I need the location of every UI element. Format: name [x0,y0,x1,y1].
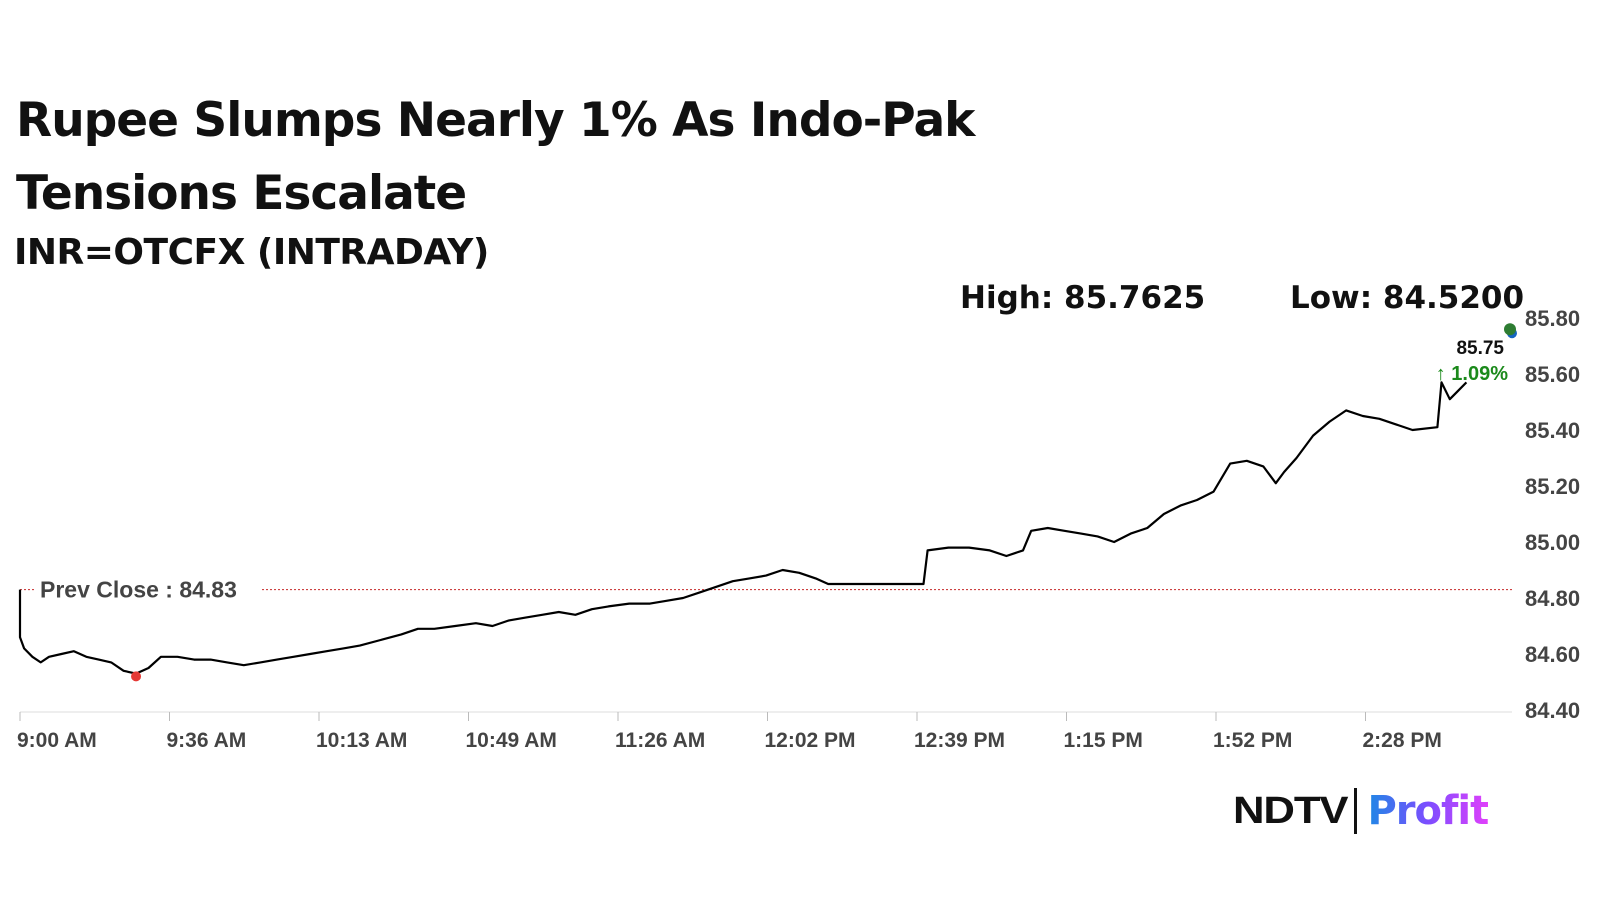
logo-ndtv-text: NDTV [1233,789,1349,832]
x-tick-label: 11:26 AM [615,729,705,752]
logo-profit-text: Profit [1367,788,1489,834]
x-tick-label: 10:13 AM [316,729,407,752]
low-stat: Low: 84.5200 [1290,280,1525,316]
y-tick-label: 84.60 [1525,642,1580,667]
y-tick-label: 85.60 [1525,362,1580,387]
ndtv-profit-logo: NDTV Profit [1233,786,1489,836]
y-tick-label: 85.20 [1525,474,1580,499]
x-tick-label: 9:00 AM [17,729,97,752]
last-value-label: 85.75 [1456,338,1504,359]
y-tick-label: 84.80 [1525,586,1580,611]
x-tick-label: 9:36 AM [167,729,247,752]
last-marker-green [1504,323,1516,336]
x-tick-label: 12:02 PM [765,729,856,752]
last-change-label: ↑ 1.09% [1436,363,1508,385]
x-tick-label: 2:28 PM [1363,729,1442,752]
price-line [18,381,1468,675]
low-point-marker [131,671,142,682]
chart-title: Rupee Slumps Nearly 1% As Indo-Pak Tensi… [16,93,975,221]
x-tick-label: 10:49 AM [466,729,557,752]
x-tick-label: 12:39 PM [914,729,1005,752]
y-tick-label: 84.40 [1525,698,1580,723]
y-tick-label: 85.00 [1525,530,1580,555]
prev-close-label: Prev Close : 84.83 [40,577,237,603]
logo-divider [1354,788,1358,834]
y-tick-label: 85.80 [1525,306,1580,331]
y-tick-label: 85.40 [1525,418,1580,443]
x-tick-label: 1:52 PM [1213,729,1292,752]
chart-subtitle: INR=OTCFX (INTRADAY) [14,232,489,273]
x-tick-label: 1:15 PM [1064,729,1143,752]
high-stat: High: 85.7625 [960,280,1206,316]
